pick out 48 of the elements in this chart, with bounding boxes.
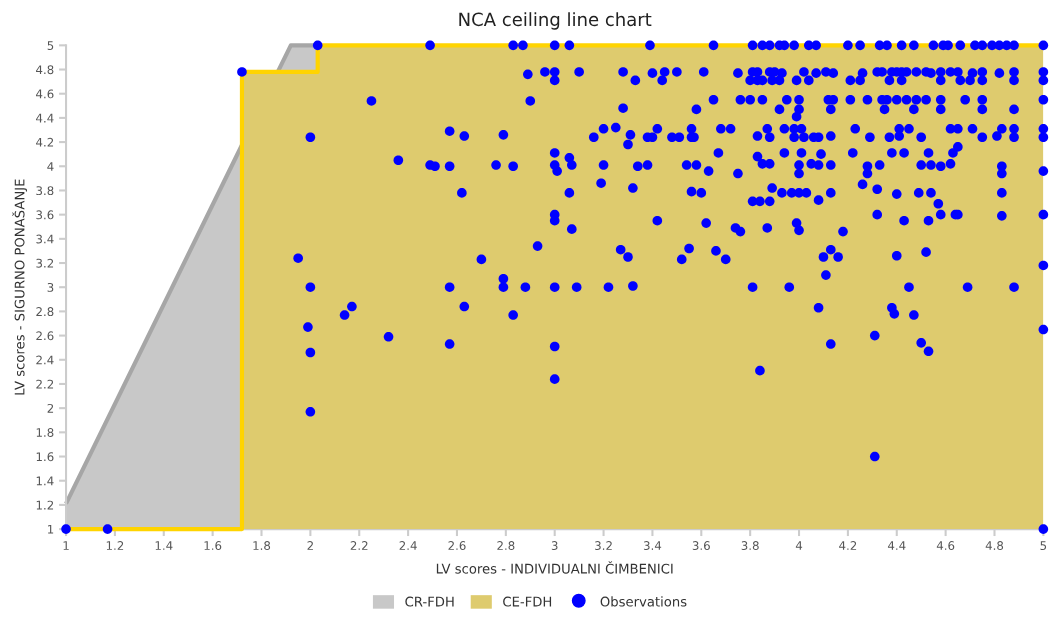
x-tick-label: 1.6: [204, 541, 222, 551]
x-tick-label: 1.8: [253, 541, 271, 551]
legend-label: Observations: [600, 596, 687, 607]
y-tick-label: 4.8: [36, 65, 54, 75]
y-tick-label: 3.6: [36, 210, 54, 220]
y-tick-label: 1.6: [36, 452, 54, 462]
x-tick-label: 3.2: [595, 541, 612, 551]
chart-title: NCA ceiling line chart: [459, 12, 652, 30]
x-tick-label: 3.8: [741, 541, 759, 551]
x-tick-label: 4: [795, 541, 803, 550]
y-tick-label: 4.2: [36, 137, 54, 147]
y-tick-label: 1.4: [36, 476, 54, 486]
x-tick-label: 2.2: [350, 541, 368, 550]
y-axis-title: LV scores - SIGURNO PONAŠANJE: [12, 179, 28, 395]
y-tick-label: 3: [47, 282, 54, 292]
y-tick-label: 2.8: [36, 307, 54, 317]
x-tick-label: 4.6: [936, 541, 955, 551]
y-tick-label: 3.8: [36, 186, 54, 196]
x-tick-label: 4.8: [985, 541, 1004, 551]
x-tick-label: 2.8: [497, 541, 515, 551]
legend-label: CR-FDH: [405, 596, 454, 607]
y-tick-label: 4: [47, 162, 54, 171]
legend-label: CE-FDH: [503, 596, 552, 607]
x-tick-label: 1.2: [106, 541, 124, 550]
y-tick-label: 2.6: [36, 331, 54, 341]
x-tick-label: 5: [1040, 541, 1047, 551]
x-tick-label: 4.2: [839, 541, 857, 550]
y-tick-label: 1.8: [36, 428, 54, 437]
y-tick-label: 2.2: [36, 379, 54, 389]
x-tick-label: 2: [307, 541, 313, 550]
x-tick-label: 3: [551, 541, 558, 551]
y-tick-label: 3.2: [36, 258, 54, 268]
y-tick-label: 2.4: [36, 355, 54, 365]
x-tick-label: 2.4: [399, 541, 417, 550]
y-tick-label: 5: [47, 41, 54, 50]
x-tick-label: 3.6: [692, 541, 710, 551]
x-tick-label: 1: [63, 541, 69, 550]
y-tick-label: 1.2: [36, 500, 54, 510]
x-tick-label: 2.6: [448, 541, 466, 551]
y-tick-label: 3.4: [36, 234, 54, 244]
y-tick-label: 1: [48, 524, 54, 534]
x-tick-label: 4.4: [887, 541, 906, 550]
y-tick-label: 4.4: [36, 113, 54, 123]
x-axis-title: LV scores - INDIVIDUALNI ČIMBENICI: [436, 561, 673, 574]
y-tick-label: 4.6: [36, 89, 54, 99]
x-tick-label: 1.4: [155, 541, 173, 550]
x-tick-label: 3.4: [643, 541, 662, 551]
y-tick-label: 2: [47, 403, 54, 413]
